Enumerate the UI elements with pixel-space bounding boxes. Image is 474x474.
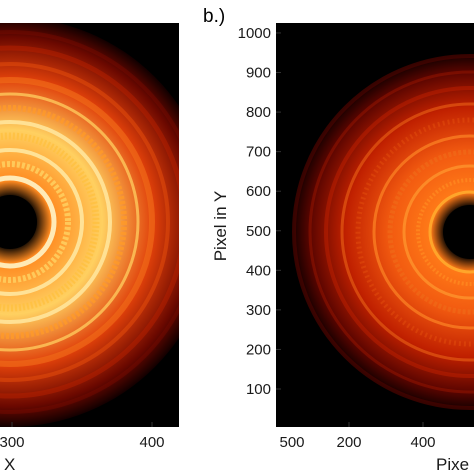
panel-a-ring (0, 148, 84, 296)
panel-b-ring (308, 70, 474, 394)
panel-a-ring (0, 45, 179, 399)
panel-a-x-tick-label: 500 (279, 434, 304, 451)
panel-b-y-tick-label: 100 (246, 381, 271, 398)
panel-b-y-tick-label: 1000 (238, 25, 271, 42)
panel-a-ring (0, 161, 71, 283)
panel-b-x-label: Pixe (436, 455, 469, 474)
panel-a-x-label: X (4, 455, 15, 474)
panel-b-y-tick-label: 200 (246, 341, 271, 358)
panel-b-ring (387, 149, 474, 315)
panel-b-ring (416, 178, 474, 286)
panel-a: 300 400 500 X (0, 23, 305, 474)
panel-b-y-tick-label: 300 (246, 302, 271, 319)
panel-b-y-tick-label: 800 (246, 104, 271, 121)
panel-b-y-tick-label: 600 (246, 183, 271, 200)
panel-b-ring (340, 102, 474, 362)
panel-b-y-label: Pixel in Y (211, 191, 230, 262)
panel-a-x-tick-label: 400 (139, 434, 164, 451)
panel-b-ring (324, 86, 474, 378)
panel-a-ring (0, 132, 100, 312)
panel-a-ring (0, 105, 127, 339)
panel-a-x-ticks: 300 400 500 (0, 422, 305, 451)
panel-b-x-tick-label: 400 (410, 434, 435, 451)
panel-a-x-tick-label: 300 (0, 434, 25, 451)
panel-a-ring (0, 62, 170, 382)
panel-b-x-ticks: 200 400 (336, 422, 436, 451)
panel-a-ring (0, 77, 155, 367)
panel-a-ring (0, 120, 112, 324)
panel-a-center-hole (0, 195, 37, 249)
panel-b-ring (355, 117, 474, 347)
panel-b-ring (372, 134, 474, 330)
panel-b-y-tick-label: 500 (246, 223, 271, 240)
panel-b-heatmap (292, 54, 474, 410)
panel-a-ring (0, 92, 140, 352)
panel-a-ring (0, 30, 179, 414)
panel-b-y-tick-label: 700 (246, 144, 271, 161)
panel-b-center-hole (443, 205, 474, 259)
panel-b-y-tick-label: 400 (246, 262, 271, 279)
panel-b-ring (428, 190, 474, 274)
panel-b-x-tick-label: 200 (336, 434, 361, 451)
panel-b-label: b.) (203, 6, 225, 27)
panel-b-ring (402, 164, 474, 300)
panel-b-ring (292, 54, 474, 410)
panel-b-y-tick-label: 900 (246, 65, 271, 82)
panel-b-rings (292, 54, 474, 410)
panel-a-rings (0, 30, 179, 414)
panel-a-ring (0, 175, 57, 269)
panel-b-y-ticks: 100 200 300 400 500 600 700 800 900 1000 (238, 25, 281, 398)
panel-a-heatmap (0, 23, 179, 427)
panel-b-glow (292, 54, 474, 410)
panel-b: 100 200 300 400 500 600 700 800 900 1000 200 400 P… (203, 6, 474, 474)
